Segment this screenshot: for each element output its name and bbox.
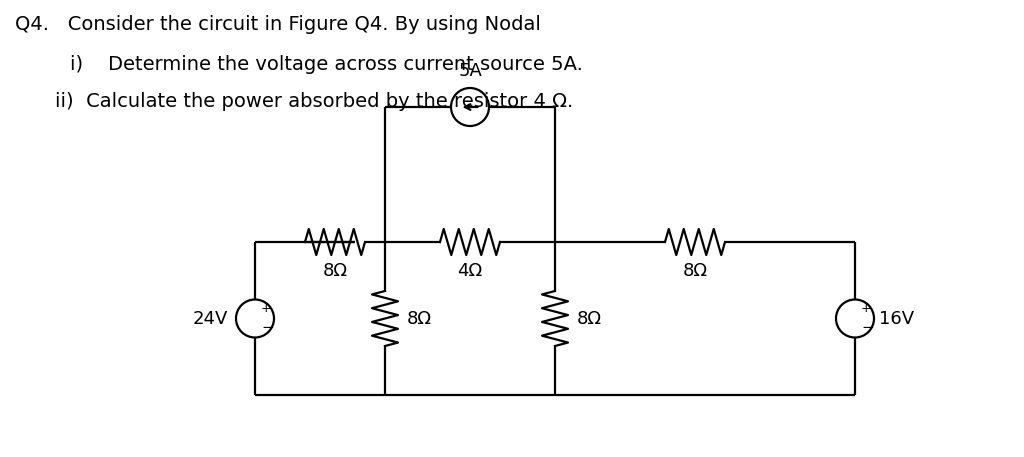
Text: 5A: 5A	[458, 62, 482, 80]
Text: +: +	[261, 302, 271, 314]
Text: 24V: 24V	[193, 309, 227, 328]
Text: Q4.   Consider the circuit in Figure Q4. By using Nodal: Q4. Consider the circuit in Figure Q4. B…	[15, 15, 541, 34]
Text: i)    Determine the voltage across current source 5A.: i) Determine the voltage across current …	[70, 55, 583, 74]
Text: 4Ω: 4Ω	[458, 262, 482, 280]
Text: 8Ω: 8Ω	[323, 262, 347, 280]
Text: 8Ω: 8Ω	[683, 262, 708, 280]
Text: 8Ω: 8Ω	[407, 309, 432, 328]
Text: ii)  Calculate the power absorbed by the resistor 4 Ω.: ii) Calculate the power absorbed by the …	[55, 92, 573, 111]
Text: 8Ω: 8Ω	[577, 309, 602, 328]
Text: −: −	[261, 320, 273, 335]
Text: +: +	[861, 302, 871, 314]
Text: 16V: 16V	[880, 309, 914, 328]
Text: −: −	[861, 320, 873, 335]
